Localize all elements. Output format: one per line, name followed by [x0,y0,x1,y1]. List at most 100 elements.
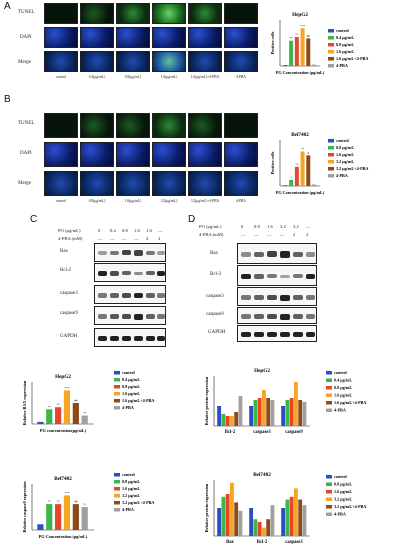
x-tick-1: caspase3 [253,430,271,435]
panel-a-tunel-c6 [224,3,258,24]
bar-annotation-3: *** [65,491,70,495]
chart-d-hepg2-proteins: HepG2 Relative protein expression Bcl-2 cas… [204,368,366,435]
chart-e-bel7402-caspase9: Bel7402 PG Concentration (μg/mL) Relative … [22,472,154,539]
bar-annotation-4: ## [74,500,78,504]
bar-1-3 [262,527,266,536]
bar-3 [63,390,71,424]
legend-swatch-0 [114,473,120,477]
chart-a-hepg2: HepG2 PG Concentration (μg/mL) Positive ce… [270,12,368,75]
legend-label-3: 1.6 μg/mL [334,393,352,398]
panel-c-blot-bax [94,243,166,262]
panel-b-merge-c5 [188,171,222,196]
panel-d-po-value-1: 0.8 [254,224,260,229]
legend-swatch-0 [326,371,332,375]
legend-label-3: 3.2 μg/mL [334,497,352,502]
chart-title: Bel7402 [291,132,309,138]
panel-a-dapi-control [44,27,78,48]
panel-c-pba-value-1: — [110,236,115,241]
y-axis-label: Relative BAX expression [22,380,27,425]
panel-a-col-c6: 4-PBA [236,75,246,79]
x-axis-label: PG concentration(μg/mL) [40,428,87,433]
panel-d-po-value-2: 1.6 [267,224,273,229]
panel-d-po-value-5: — [306,224,311,229]
legend-label-5: 4-PBA [334,408,346,413]
panel-a-merge-c6 [224,51,258,72]
legend-label-0: control [334,474,348,479]
bar-1 [289,40,294,66]
bar-0 [37,421,44,424]
panel-c-label-caspase9: caspase9 [60,311,78,316]
panel-c-pba-header: 4-PBA (mM) [58,236,83,241]
legend-label-2: 1.6 μg/mL [336,152,354,157]
bar-2-1 [285,400,290,426]
legend-swatch-4 [328,57,334,61]
bar-1-4 [266,519,271,536]
bar-0-2 [225,494,230,536]
panel-b-merge-c3 [116,171,150,196]
bar-0-5 [238,510,243,536]
chart-title: Bel7402 [253,472,271,478]
panel-d-po-value-4: 3.2 [293,224,299,229]
panel-c-pba-value-5: 2 [158,236,161,241]
panel-b-merge-control [44,171,78,196]
legend-label-1: 0.4 μg/mL [336,35,354,40]
panel-d-label-bax: Bax [210,251,219,256]
legend-swatch-4 [328,167,334,171]
legend-label-2: 0.8 μg/mL [122,384,140,389]
legend-label-3: 1.6 μg/mL [336,49,354,54]
panel-a-row-merge: Merge [18,60,31,65]
panel-b-col-c6: 4-PBA [236,199,246,203]
bar-2-0 [281,406,286,426]
legend-swatch-1 [114,378,120,382]
panel-d-label-caspase3: caspase3 [206,294,224,299]
panel-a-dapi-c6 [224,27,258,48]
panel-c-po-value-4: 1.6 [146,228,152,233]
panel-c-po-value-2: 0.8 [122,228,128,233]
chart-b-bel7402: Bel7402 PG Concentration (μg/mL) Positive … [270,132,368,195]
legend-swatch-5 [114,508,120,512]
legend-swatch-0 [328,139,334,143]
panel-a-col-c4: 1.6(μg/mL) [160,75,178,79]
y-axis-label: Relative protein expression [204,483,209,532]
legend-label-1: 0.8 μg/mL [336,145,354,150]
panel-c-blot-caspase9 [94,306,166,325]
panel-d-label-bcl2: Bcl-2 [210,272,222,277]
legend-label-4: 3.2 μg/mL+4-PBA [122,500,154,505]
panel-b-tunel-c6 [224,113,258,138]
bar-2-4 [298,400,303,426]
bar-0 [283,185,288,186]
panel-a-tunel-c4 [152,3,186,24]
legend-label-2: 0.8 μg/mL [334,385,352,390]
panel-d-blot-caspase3 [237,287,317,306]
legend-label-4: 1.6 μg/mL+4-PBA [122,398,154,403]
bar-annotation-4: ## [74,399,78,403]
panel-d-blot-bcl2 [237,265,317,286]
panel-c-label-bax: Bax [60,249,69,254]
x-tick-2: caspase9 [285,430,303,435]
bar-annotation-4: ## [307,34,311,38]
legend-swatch-0 [114,371,120,375]
panel-a-dapi-c2 [80,27,114,48]
panel-a-dapi-c5 [188,27,222,48]
legend-swatch-5 [326,408,332,412]
chart-title: HepG2 [254,368,270,374]
panel-b-col-c3: 1.6(μg/mL) [124,199,142,203]
bar-0-5 [238,396,243,426]
bar-5 [312,64,316,66]
panel-b-letter: B [4,94,11,105]
x-tick-0: Bcl-2 [225,430,236,435]
panel-b-merge-c2 [80,171,114,196]
bar-annotation-1: ** [48,500,52,504]
legend-swatch-4 [114,501,120,505]
x-tick-0: Bax [226,540,234,545]
bar-3 [300,151,305,186]
legend-swatch-2 [114,385,120,389]
bar-1-4 [266,398,271,426]
bar-0-3 [230,482,234,536]
panel-d-blot-caspase9 [237,307,317,324]
bar-2-2 [289,398,294,426]
bar-2-1 [285,499,290,536]
bar-0 [283,65,288,66]
legend-label-5: 4-PBA [122,405,134,410]
panel-a-merge-c4 [152,51,186,72]
